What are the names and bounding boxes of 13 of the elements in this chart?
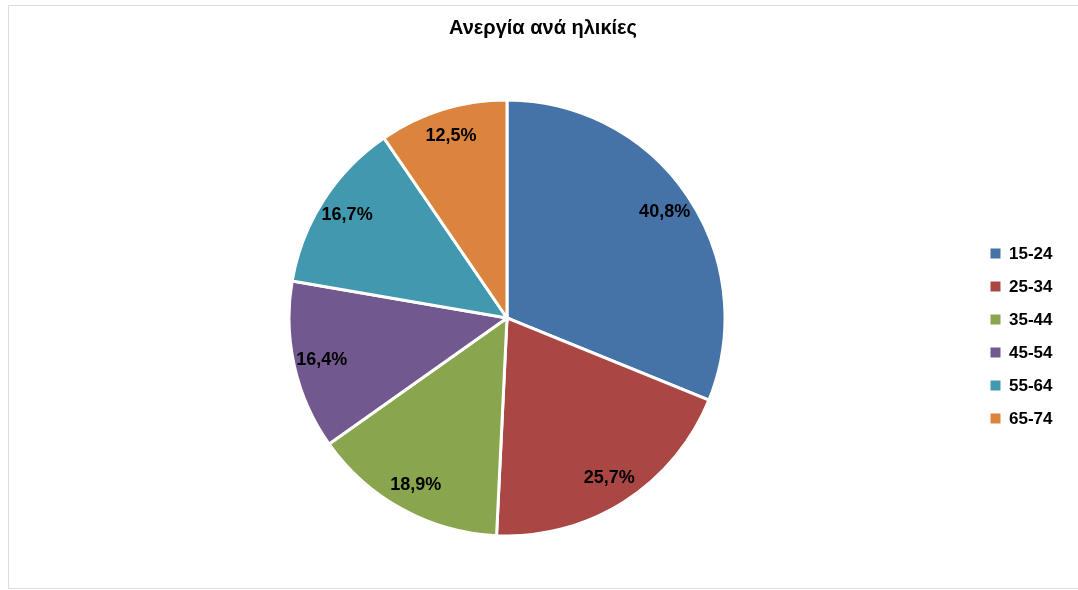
data-label: 16,4%	[296, 349, 348, 370]
legend-label: 55-64	[1009, 375, 1054, 395]
data-label: 40,8%	[639, 200, 691, 221]
chart-title: Ανεργία ανά ηλικίες	[449, 16, 637, 38]
legend-label: 45-54	[1009, 342, 1054, 362]
legend-label: 25-34	[1009, 276, 1054, 296]
data-label: 18,9%	[390, 473, 442, 494]
legend-label: 65-74	[1009, 408, 1054, 428]
data-label: 25,7%	[583, 467, 635, 488]
legend-label: 35-44	[1009, 309, 1054, 329]
data-label: 12,5%	[425, 125, 477, 146]
legend-label: 15-24	[1009, 243, 1054, 263]
data-label: 16,7%	[321, 204, 373, 225]
